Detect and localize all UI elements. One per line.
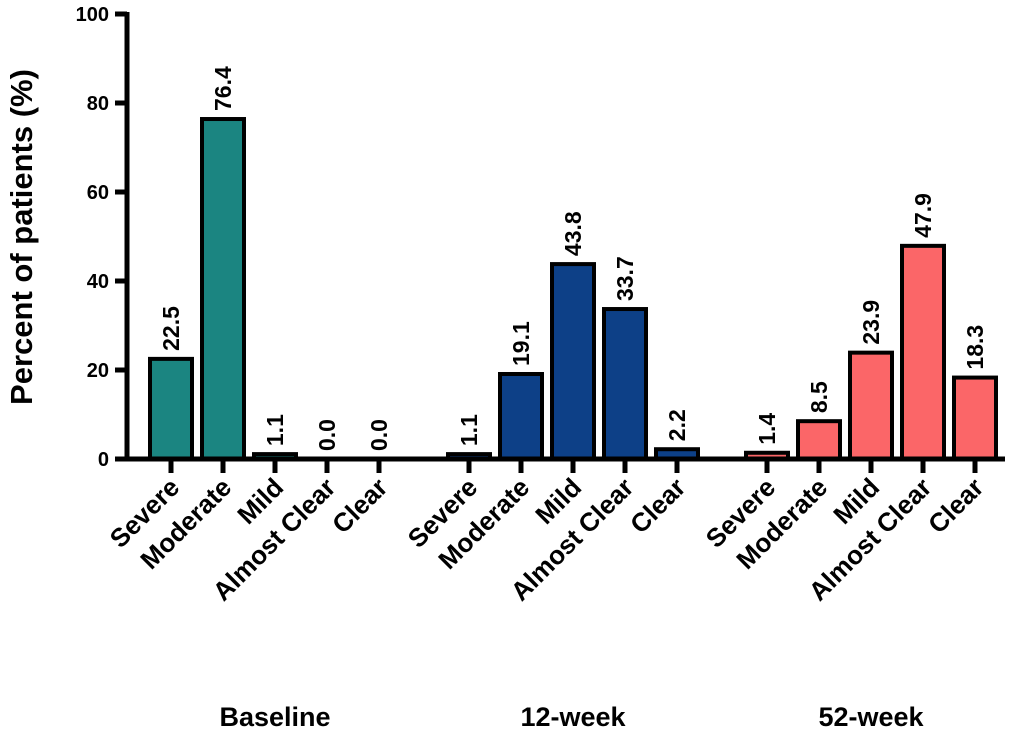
group-label: 12-week — [520, 702, 626, 732]
value-label: 1.4 — [754, 413, 780, 445]
value-label: 8.5 — [806, 381, 832, 413]
y-tick-label: 40 — [87, 271, 109, 293]
group-label: Baseline — [219, 702, 330, 732]
y-tick-label: 60 — [87, 182, 109, 204]
value-label: 19.1 — [508, 321, 534, 366]
value-label: 2.2 — [664, 409, 690, 441]
value-label: 0.0 — [366, 419, 392, 451]
value-label: 43.8 — [560, 211, 586, 256]
y-tick-label: 80 — [87, 93, 109, 115]
bar-12-week-mild — [550, 262, 596, 461]
bar-12-week-moderate — [498, 372, 544, 462]
value-label: 18.3 — [962, 325, 988, 370]
value-label: 47.9 — [910, 193, 936, 238]
value-label: 0.0 — [314, 419, 340, 451]
bar-12-week-almost-clear — [602, 307, 648, 461]
bar-52-week-mild — [848, 350, 894, 461]
y-tick-label: 20 — [87, 360, 109, 382]
y-axis: 0 20 40 60 80 100 — [76, 4, 130, 471]
value-label: 23.9 — [858, 300, 884, 345]
bar-52-week-almost-clear — [900, 243, 946, 461]
y-tick-label: 100 — [76, 4, 109, 26]
x-tick-label: Clear — [922, 472, 989, 539]
value-label: 1.1 — [456, 414, 482, 446]
y-axis-title: Percent of patients (%) — [4, 69, 39, 405]
group-label: 52-week — [818, 702, 924, 732]
value-label: 76.4 — [210, 66, 236, 111]
value-label: 33.7 — [612, 256, 638, 301]
y-tick-label: 0 — [98, 449, 109, 471]
x-tick-label: Clear — [326, 472, 393, 539]
bar-52-week-clear — [952, 375, 998, 461]
bar-baseline-moderate — [200, 117, 246, 462]
bar-baseline-severe — [148, 356, 194, 461]
value-label: 1.1 — [262, 414, 288, 446]
bars: 22.5 76.4 1.1 0.0 0.0 1.1 19.1 43.8 33.7 2.2 1.4 8.… — [148, 66, 998, 462]
x-tick-label: Clear — [624, 472, 691, 539]
bar-52-week-moderate — [796, 419, 842, 461]
value-label: 22.5 — [158, 306, 184, 351]
